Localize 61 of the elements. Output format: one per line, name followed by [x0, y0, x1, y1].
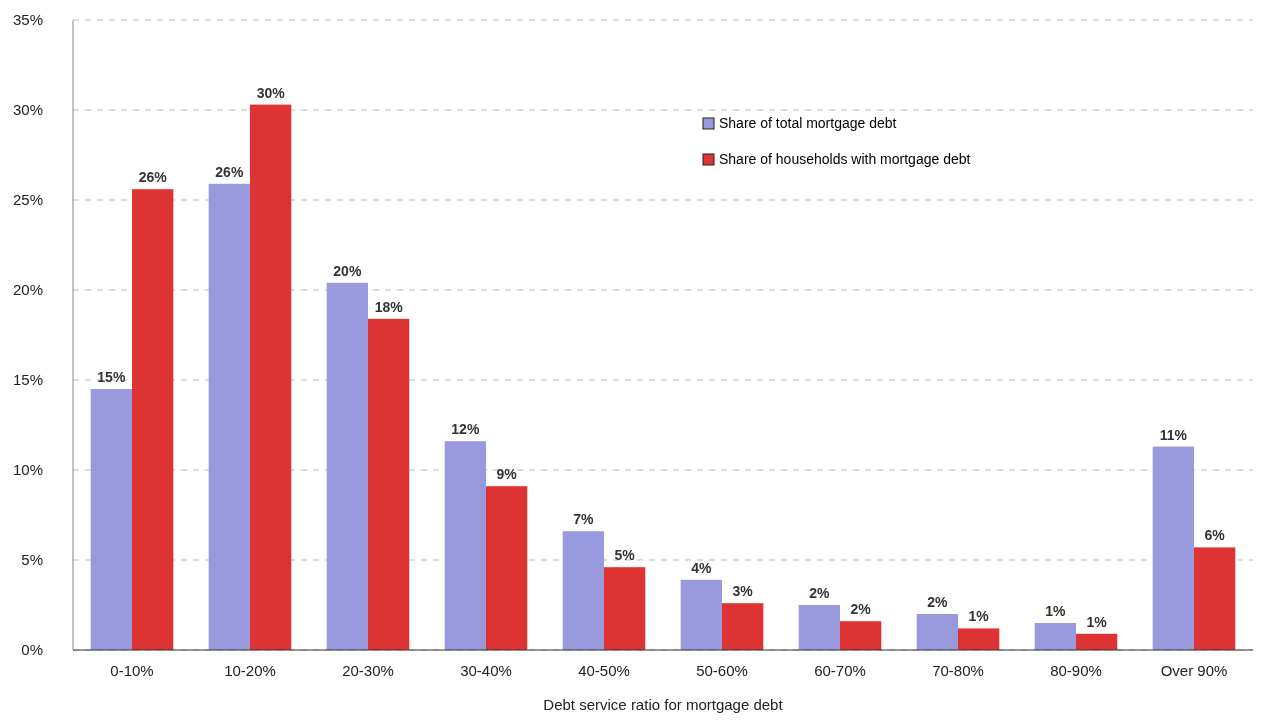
bar [208, 183, 250, 650]
y-tick-label: 25% [12, 191, 43, 209]
bar [840, 621, 882, 650]
y-tick-label: 35% [12, 11, 43, 29]
bar [604, 567, 646, 650]
x-tick-label: 80-90% [1050, 662, 1102, 679]
data-label: 1% [968, 608, 990, 625]
data-label: 2% [809, 585, 831, 601]
bar [798, 605, 840, 650]
x-tick-label: 40-50% [578, 662, 630, 679]
bar [722, 603, 764, 650]
y-tick-label: 30% [12, 101, 43, 119]
bar [1194, 547, 1236, 650]
bar [486, 486, 528, 650]
bar [132, 189, 174, 650]
bar [250, 104, 292, 650]
legend-label: Share of households with mortgage debt [719, 151, 971, 167]
data-label: 2% [927, 594, 949, 610]
data-label: 15% [97, 369, 126, 385]
data-label: 2% [850, 601, 872, 618]
data-label: 20% [333, 262, 362, 279]
x-tick-label: 20-30% [342, 662, 394, 679]
y-tick-label: 15% [12, 371, 43, 389]
bar [90, 389, 132, 650]
data-label: 5% [614, 547, 636, 564]
data-label: 11% [1159, 426, 1188, 443]
x-tick-label: Over 90% [1160, 662, 1228, 679]
x-tick-label: 60-70% [814, 662, 866, 679]
data-label: 4% [691, 559, 713, 576]
y-tick-label: 10% [12, 461, 43, 479]
legend-label: Share of total mortgage debt [719, 115, 897, 131]
data-label: 6% [1204, 527, 1226, 544]
data-label: 1% [1045, 603, 1067, 619]
y-tick-label: 0% [21, 641, 43, 659]
x-tick-label: 50-60% [696, 662, 748, 679]
x-tick-label: 10-20% [224, 662, 276, 679]
data-label: 30% [256, 84, 286, 101]
bar [680, 579, 722, 650]
x-tick-label: 0-10% [110, 662, 154, 679]
y-tick-label: 20% [12, 281, 43, 299]
data-label: 3% [732, 583, 754, 600]
bar [916, 614, 958, 650]
bar [326, 282, 368, 650]
bar [958, 628, 1000, 650]
data-label: 1% [1086, 613, 1108, 630]
bar [1034, 623, 1076, 650]
data-label: 18% [374, 298, 404, 315]
data-label: 7% [573, 511, 595, 528]
bar [1076, 633, 1118, 650]
x-tick-label: 70-80% [932, 662, 984, 679]
y-tick-label: 5% [21, 551, 43, 569]
data-label: 26% [138, 169, 168, 186]
x-axis-title: Debt service ratio for mortgage debt [543, 696, 784, 713]
bar [562, 531, 604, 650]
data-label: 9% [496, 466, 518, 483]
data-label: 12% [451, 421, 480, 438]
data-label: 26% [215, 163, 244, 180]
bar [1152, 446, 1194, 650]
bar [368, 318, 410, 650]
bar [444, 441, 486, 650]
x-tick-label: 30-40% [460, 662, 512, 679]
